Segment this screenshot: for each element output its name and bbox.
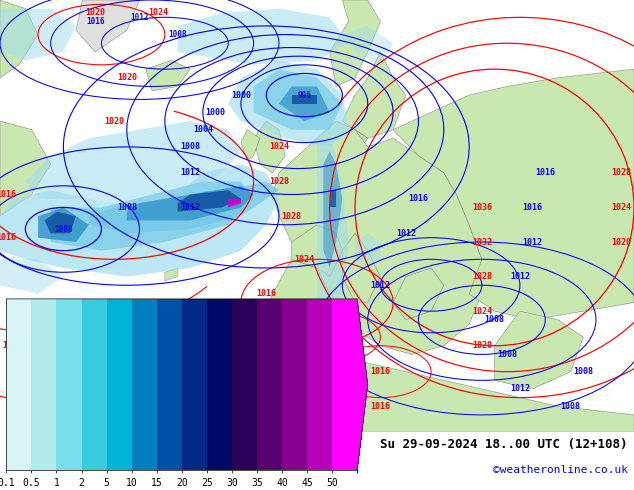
Polygon shape [0, 259, 63, 294]
Polygon shape [330, 0, 380, 86]
Text: 1016: 1016 [269, 324, 289, 333]
Text: 1016: 1016 [522, 203, 543, 212]
Text: 1028: 1028 [269, 177, 289, 186]
Text: 1004: 1004 [193, 125, 213, 134]
Text: 1020: 1020 [611, 238, 631, 246]
Text: 1028: 1028 [472, 272, 492, 281]
Text: 1016: 1016 [370, 402, 391, 411]
Text: 1028: 1028 [281, 212, 302, 220]
Text: 1036: 1036 [472, 203, 492, 212]
Polygon shape [228, 60, 349, 147]
Text: 1016: 1016 [535, 169, 555, 177]
Polygon shape [178, 9, 349, 65]
Text: 996: 996 [297, 91, 311, 99]
Text: 1000: 1000 [205, 108, 226, 117]
Polygon shape [228, 199, 241, 207]
Text: 1024: 1024 [148, 8, 169, 18]
Polygon shape [165, 268, 178, 281]
Text: 1016: 1016 [370, 367, 391, 376]
Text: 1020: 1020 [129, 411, 150, 419]
Text: 1016: 1016 [269, 359, 289, 368]
Polygon shape [44, 212, 76, 233]
Text: 1012: 1012 [130, 13, 149, 22]
Text: 1012: 1012 [396, 229, 416, 238]
Text: 1020: 1020 [167, 367, 188, 376]
Polygon shape [127, 186, 254, 220]
Polygon shape [0, 0, 38, 78]
Text: 1008: 1008 [54, 224, 73, 234]
Text: 1012: 1012 [180, 169, 200, 177]
Polygon shape [342, 130, 368, 156]
Polygon shape [241, 372, 260, 385]
Polygon shape [178, 190, 241, 212]
Polygon shape [76, 0, 139, 52]
Polygon shape [0, 121, 51, 216]
Polygon shape [342, 233, 380, 302]
Polygon shape [266, 259, 330, 346]
Text: 1012: 1012 [510, 272, 530, 281]
Polygon shape [279, 86, 330, 121]
Polygon shape [146, 60, 190, 91]
Text: 1016: 1016 [256, 290, 276, 298]
Text: Su 29-09-2024 18..00 UTC (12+108): Su 29-09-2024 18..00 UTC (12+108) [380, 438, 628, 451]
Text: 1024: 1024 [269, 143, 289, 151]
Text: 1024: 1024 [294, 255, 314, 264]
Text: 1008: 1008 [180, 143, 200, 151]
Text: 1016: 1016 [0, 233, 16, 242]
Polygon shape [317, 138, 349, 311]
Text: 1008: 1008 [497, 350, 517, 359]
Polygon shape [241, 354, 634, 432]
Text: 1020: 1020 [3, 341, 23, 350]
Polygon shape [393, 69, 634, 320]
Text: 1032: 1032 [472, 238, 492, 246]
Polygon shape [330, 190, 336, 207]
Text: 1008: 1008 [117, 203, 137, 212]
Polygon shape [292, 95, 317, 104]
Polygon shape [241, 130, 260, 160]
Polygon shape [0, 9, 76, 60]
Polygon shape [254, 121, 285, 173]
Text: Precipitation (6h) [mm] ECMWF: Precipitation (6h) [mm] ECMWF [6, 439, 224, 452]
Polygon shape [292, 225, 342, 276]
Text: 1020: 1020 [256, 385, 276, 393]
Text: 1020: 1020 [85, 8, 105, 18]
Text: 1012: 1012 [180, 203, 200, 212]
Text: 1012: 1012 [510, 385, 530, 393]
Text: 1008: 1008 [573, 367, 593, 376]
Polygon shape [25, 121, 241, 207]
Polygon shape [342, 26, 393, 65]
Polygon shape [38, 207, 89, 242]
Text: 1020: 1020 [104, 117, 124, 125]
Text: 1024: 1024 [472, 307, 492, 316]
Text: 1000: 1000 [231, 91, 251, 99]
Text: 1008: 1008 [168, 30, 187, 39]
Polygon shape [355, 233, 380, 268]
Text: 1020: 1020 [472, 341, 492, 350]
Text: 1024: 1024 [320, 333, 340, 342]
Polygon shape [89, 181, 279, 233]
Text: 1016: 1016 [86, 17, 105, 26]
Polygon shape [323, 151, 342, 268]
Polygon shape [254, 69, 342, 130]
Text: 1016: 1016 [408, 195, 429, 203]
Polygon shape [342, 52, 406, 138]
Text: 1012: 1012 [522, 238, 543, 246]
Text: 1008: 1008 [484, 315, 505, 324]
Text: ©weatheronline.co.uk: ©weatheronline.co.uk [493, 465, 628, 475]
Polygon shape [0, 164, 279, 276]
Text: 1016: 1016 [0, 190, 16, 199]
Polygon shape [273, 121, 482, 354]
Text: 1020: 1020 [117, 74, 137, 82]
Text: 1012: 1012 [370, 281, 391, 290]
Text: 1028: 1028 [611, 169, 631, 177]
PathPatch shape [357, 299, 368, 470]
Polygon shape [495, 311, 583, 389]
Polygon shape [393, 268, 444, 320]
Text: 1024: 1024 [611, 203, 631, 212]
Polygon shape [51, 181, 254, 251]
Text: 1008: 1008 [560, 402, 581, 411]
